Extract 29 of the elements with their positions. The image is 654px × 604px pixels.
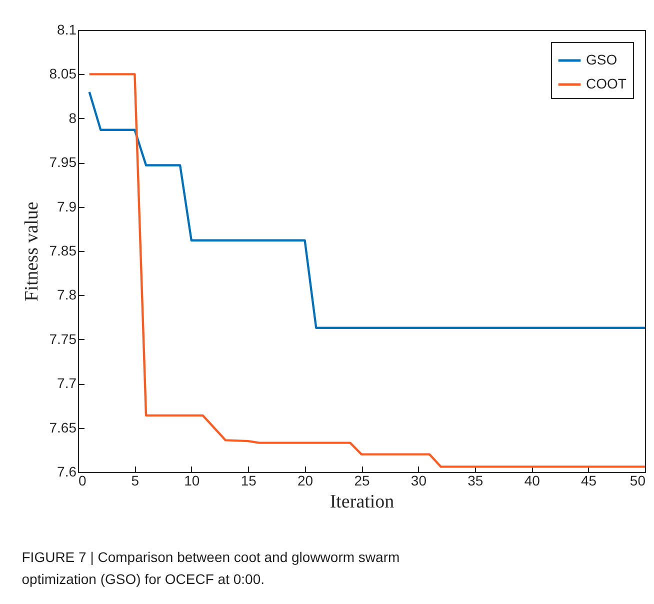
x-axis-title: Iteration (330, 492, 395, 512)
x-tick-label: 0 (78, 472, 86, 488)
legend-label: GSO (586, 52, 618, 68)
y-tick-label: 7.8 (57, 286, 77, 303)
line-series (88, 90, 645, 330)
y-tick-label: 7.9 (57, 198, 77, 214)
caption: FIGURE 7 | Comparison between coot and glowworm swarm optimization (GSO) for OCECF at 0:00. (22, 549, 400, 587)
y-tick-label: 8 (68, 110, 77, 126)
y-tick-label: 7.95 (49, 154, 77, 170)
y-tick-label: 8.1 (57, 22, 77, 38)
y-axis-title: Fitness value (21, 202, 42, 302)
x-tick-label: 30 (410, 472, 427, 488)
x-tick-label: 45 (581, 472, 597, 488)
y-tick-label: 7.6 (57, 464, 77, 480)
y-tick-label: 8.05 (49, 66, 77, 82)
y-tick-label: 7.75 (49, 330, 77, 347)
x-tick-label: 35 (468, 472, 484, 488)
x-tick-label: 15 (240, 472, 257, 488)
x-tick-label: 50 (630, 472, 646, 488)
x-tick-label: 25 (354, 472, 370, 488)
legend-label: COOT (586, 76, 627, 92)
x-tick-label: 20 (298, 472, 314, 488)
y-tick-label: 7.85 (49, 242, 77, 258)
x-tick-label: 40 (524, 472, 540, 488)
y-tick-label: 7.65 (49, 419, 77, 436)
y-tick-label: 7.7 (57, 375, 77, 392)
x-tick-label: 10 (184, 472, 200, 488)
x-tick-label: 5 (131, 472, 140, 488)
line-series (88, 73, 645, 468)
